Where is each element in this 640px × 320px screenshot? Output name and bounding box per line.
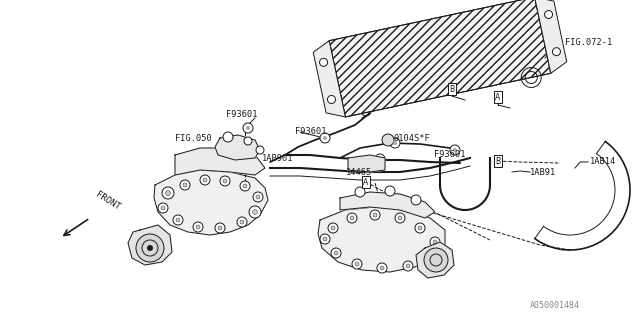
Circle shape: [370, 210, 380, 220]
Text: 1AB901: 1AB901: [262, 154, 294, 163]
Text: A050001484: A050001484: [530, 300, 580, 309]
Circle shape: [218, 226, 222, 230]
Circle shape: [220, 176, 230, 186]
Circle shape: [323, 237, 327, 241]
Circle shape: [328, 223, 338, 233]
Circle shape: [249, 206, 261, 218]
Circle shape: [377, 263, 387, 273]
Polygon shape: [215, 135, 260, 160]
Text: 14465: 14465: [346, 167, 372, 177]
Polygon shape: [175, 148, 265, 175]
Circle shape: [415, 223, 425, 233]
Circle shape: [403, 261, 413, 271]
Circle shape: [180, 180, 190, 190]
Circle shape: [223, 132, 233, 142]
Circle shape: [334, 251, 338, 255]
Circle shape: [244, 137, 252, 145]
Circle shape: [545, 11, 552, 19]
Circle shape: [162, 187, 174, 199]
Circle shape: [373, 213, 377, 217]
Circle shape: [240, 181, 250, 191]
Circle shape: [203, 178, 207, 182]
Circle shape: [450, 145, 460, 155]
Polygon shape: [329, 0, 551, 117]
Circle shape: [350, 216, 354, 220]
Circle shape: [200, 175, 210, 185]
Circle shape: [433, 240, 437, 244]
Text: 0104S*F: 0104S*F: [393, 133, 429, 142]
Circle shape: [147, 245, 153, 251]
Text: B: B: [449, 84, 454, 93]
Circle shape: [256, 146, 264, 154]
Polygon shape: [154, 170, 268, 235]
Text: B: B: [495, 156, 500, 165]
Circle shape: [256, 195, 260, 199]
Circle shape: [355, 262, 359, 266]
Circle shape: [390, 138, 400, 148]
Circle shape: [173, 215, 183, 225]
Polygon shape: [416, 242, 454, 278]
Text: F93601: F93601: [295, 126, 326, 135]
Polygon shape: [318, 207, 445, 272]
Circle shape: [319, 58, 328, 66]
Circle shape: [406, 264, 410, 268]
Text: 1AB91: 1AB91: [530, 167, 556, 177]
Circle shape: [158, 203, 168, 213]
Text: FRONT: FRONT: [94, 190, 122, 212]
Circle shape: [423, 253, 433, 263]
Polygon shape: [348, 155, 385, 172]
Circle shape: [246, 126, 250, 130]
Circle shape: [243, 184, 247, 188]
Circle shape: [240, 220, 244, 224]
Circle shape: [320, 234, 330, 244]
Polygon shape: [313, 41, 346, 117]
Circle shape: [196, 225, 200, 229]
Circle shape: [253, 192, 263, 202]
Text: A: A: [495, 92, 500, 101]
Circle shape: [323, 136, 327, 140]
Circle shape: [418, 226, 422, 230]
Circle shape: [424, 248, 448, 272]
Circle shape: [223, 179, 227, 183]
Circle shape: [385, 186, 395, 196]
Circle shape: [347, 213, 357, 223]
Circle shape: [183, 183, 187, 187]
Circle shape: [331, 248, 341, 258]
Circle shape: [352, 259, 362, 269]
Circle shape: [193, 222, 203, 232]
Circle shape: [166, 191, 170, 196]
Polygon shape: [340, 192, 435, 218]
Text: 1AB14: 1AB14: [590, 156, 616, 165]
Text: FIG.072-1: FIG.072-1: [565, 37, 612, 46]
Circle shape: [253, 210, 257, 214]
Polygon shape: [128, 225, 172, 265]
Circle shape: [552, 48, 561, 56]
Circle shape: [136, 234, 164, 262]
Text: F93601: F93601: [226, 109, 257, 118]
Circle shape: [331, 226, 335, 230]
Circle shape: [426, 256, 430, 260]
Polygon shape: [534, 0, 567, 73]
Circle shape: [395, 213, 405, 223]
Circle shape: [355, 187, 365, 197]
Circle shape: [453, 148, 457, 152]
Circle shape: [215, 223, 225, 233]
Text: FIG.050: FIG.050: [175, 133, 212, 142]
Circle shape: [430, 237, 440, 247]
Circle shape: [161, 206, 165, 210]
Circle shape: [398, 216, 402, 220]
Text: A: A: [364, 178, 369, 187]
Circle shape: [320, 133, 330, 143]
Text: F93601: F93601: [434, 149, 465, 158]
Circle shape: [237, 217, 247, 227]
Circle shape: [382, 134, 394, 146]
Circle shape: [243, 123, 253, 133]
Circle shape: [411, 195, 421, 205]
Circle shape: [328, 95, 335, 103]
Circle shape: [393, 141, 397, 145]
Circle shape: [176, 218, 180, 222]
Circle shape: [380, 266, 384, 270]
